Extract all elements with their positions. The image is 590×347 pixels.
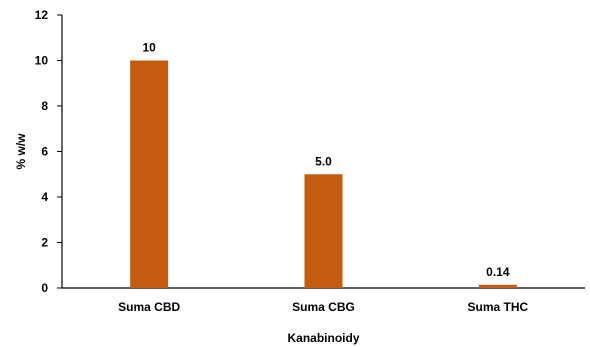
y-tick-label: 6 bbox=[41, 145, 48, 159]
plot-area: 0 2 4 6 8 10 12 10 Suma CBD 5.0 Suma CBG 0.14 Suma T… bbox=[35, 8, 585, 314]
bar bbox=[304, 174, 343, 288]
bar bbox=[130, 60, 169, 288]
y-tick-label: 10 bbox=[35, 54, 49, 68]
x-tick-label: Suma THC bbox=[467, 300, 528, 314]
y-tick-label: 0 bbox=[41, 281, 48, 295]
data-label: 0.14 bbox=[486, 265, 510, 279]
bar bbox=[478, 284, 517, 288]
x-tick-label: Suma CBD bbox=[118, 300, 180, 314]
y-tick-label: 12 bbox=[35, 8, 49, 22]
y-tick-label: 2 bbox=[41, 236, 48, 250]
y-tick-label: 4 bbox=[41, 190, 48, 204]
y-tick-label: 8 bbox=[41, 99, 48, 113]
data-label: 10 bbox=[142, 41, 156, 55]
x-axis-label: Kanabinoidy bbox=[287, 331, 359, 345]
data-label: 5.0 bbox=[315, 154, 332, 168]
y-axis-label: % w/w bbox=[14, 133, 28, 170]
x-tick-label: Suma CBG bbox=[292, 300, 355, 314]
